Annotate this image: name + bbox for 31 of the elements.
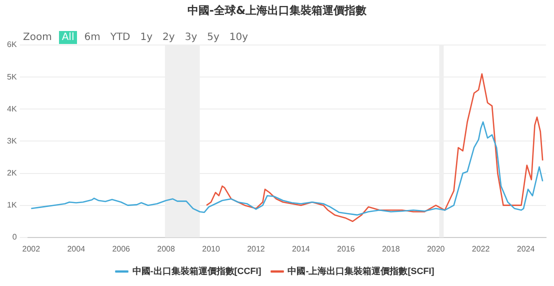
legend-label: 中國-上海出口集裝箱運價指數[SCFI] bbox=[288, 266, 434, 276]
x-tick-label: 2012 bbox=[247, 244, 266, 254]
x-tick-label: 2016 bbox=[337, 244, 356, 254]
text: All bbox=[58, 31, 78, 44]
x-tick-label: 2014 bbox=[292, 244, 310, 254]
x-tick-label: 2002 bbox=[22, 244, 41, 254]
y-tick-label: 2K bbox=[6, 168, 18, 178]
x-tick-label: 2020 bbox=[426, 244, 446, 254]
x-tick-label: 2010 bbox=[202, 244, 220, 254]
text: 2y bbox=[162, 31, 176, 44]
text: 10y bbox=[228, 31, 250, 44]
x-tick-label: 2006 bbox=[112, 244, 131, 254]
text: 6m bbox=[83, 31, 102, 44]
text: Zoom bbox=[22, 31, 53, 44]
text: 5y bbox=[206, 31, 220, 44]
text: 1y bbox=[139, 31, 154, 44]
y-tick-label: 6K bbox=[6, 40, 18, 50]
x-tick-label: 2018 bbox=[382, 244, 400, 254]
chart-title: 中國-全球&上海出口集裝箱運價指數 bbox=[186, 3, 368, 18]
y-tick-label: 5K bbox=[6, 72, 18, 82]
text: 3y bbox=[184, 31, 198, 44]
x-tick-label: 2022 bbox=[472, 244, 490, 254]
y-tick-label: 4K bbox=[6, 104, 18, 114]
y-tick-label: 1K bbox=[6, 200, 18, 210]
text: YTD bbox=[109, 31, 132, 44]
x-tick-label: 2024 bbox=[516, 244, 536, 254]
y-tick-label: 0 bbox=[12, 232, 18, 242]
x-tick-label: 2008 bbox=[157, 244, 176, 254]
y-tick-label: 3K bbox=[6, 136, 18, 146]
x-tick-label: 2004 bbox=[67, 244, 86, 254]
legend-label: 中國-出口集裝箱運價指數[CCFI] bbox=[132, 266, 262, 276]
